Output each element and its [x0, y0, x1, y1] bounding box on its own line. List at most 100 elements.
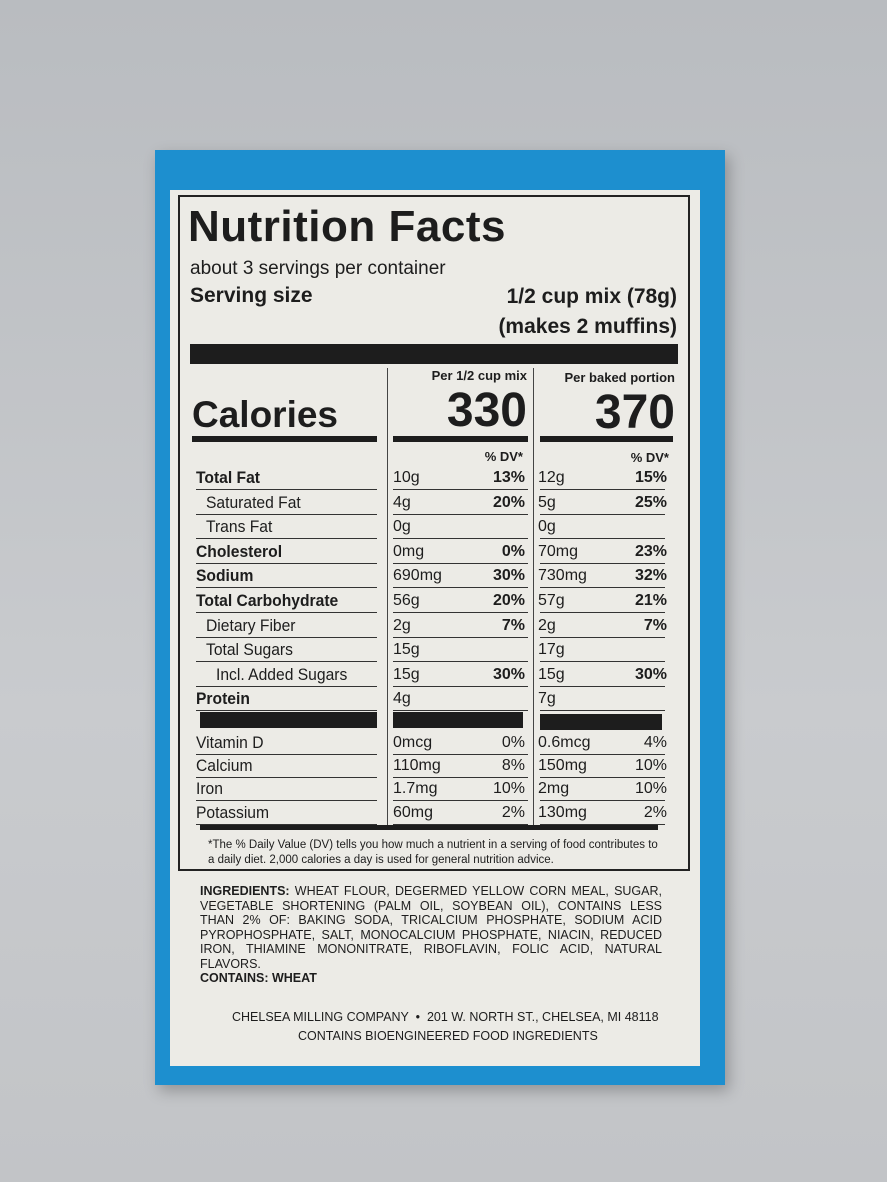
nutrient-name: Total Sugars: [206, 640, 293, 660]
column-divider: [533, 368, 534, 828]
column-header: Per 1/2 cup mix: [431, 368, 527, 383]
serving-size-label: Serving size: [190, 284, 313, 307]
nutrient-name: Total Carbohydrate: [196, 591, 339, 610]
dv-header: % DV*: [484, 449, 523, 464]
daily-value: 23%: [634, 542, 667, 560]
row-rule: [196, 612, 377, 613]
ingredients-text: WHEAT FLOUR, DEGERMED YELLOW CORN MEAL, …: [200, 884, 662, 971]
amount: 10g: [393, 469, 420, 486]
amount: 0mcg: [393, 734, 433, 751]
nutrient-name: Sodium: [196, 566, 254, 586]
bullet: •: [412, 1010, 424, 1024]
nutrient-name: Saturated Fat: [206, 492, 301, 512]
amount: 730mg: [538, 567, 587, 585]
daily-value: 2%: [643, 803, 667, 821]
row-rule: [540, 800, 665, 802]
row-rule: [540, 685, 665, 687]
daily-value: 0%: [501, 542, 525, 560]
nutrient-name: Incl. Added Sugars: [216, 664, 348, 684]
company-name: CHELSEA MILLING COMPANY: [232, 1010, 409, 1024]
amount: 12g: [538, 469, 565, 486]
row-rule: [196, 562, 377, 564]
daily-value: 30%: [634, 665, 667, 683]
row-rule: [196, 587, 377, 589]
daily-value: 7%: [501, 616, 525, 634]
daily-value: 30%: [492, 567, 525, 585]
row-rule: [540, 489, 665, 490]
daily-value: 20%: [492, 592, 525, 609]
row-rule: [393, 823, 528, 825]
rule: [200, 825, 658, 830]
amount: 7g: [538, 690, 556, 708]
calories-value: 370: [594, 386, 675, 439]
row-rule: [196, 489, 377, 490]
amount: 2g: [538, 616, 556, 634]
daily-value: 8%: [501, 757, 525, 775]
amount: 5g: [538, 493, 556, 511]
daily-value: 10%: [634, 780, 667, 798]
daily-value: 10%: [492, 780, 525, 798]
row-rule: [196, 754, 377, 755]
amount: 70mg: [538, 542, 579, 560]
row-rule: [393, 661, 528, 663]
amount: 60mg: [393, 803, 434, 821]
amount: 17g: [538, 641, 565, 659]
row-rule: [540, 754, 665, 755]
row-rule: [196, 777, 377, 779]
row-rule: [393, 612, 528, 613]
footnote: *The % Daily Value (DV) tells you how mu…: [208, 839, 658, 866]
row-rule: [540, 587, 665, 589]
row-rule: [540, 612, 665, 613]
row-rule: [540, 562, 665, 564]
row-rule: [393, 636, 528, 638]
serving-size-note: (makes 2 muffins): [498, 315, 677, 338]
bioengineered-note: CONTAINS BIOENGINEERED FOOD INGREDIENTS: [298, 1029, 598, 1043]
rule: [540, 436, 673, 442]
nutrient-name: Protein: [196, 689, 250, 709]
column-header: Per baked portion: [564, 370, 675, 385]
rule: [393, 436, 528, 442]
daily-value: 25%: [634, 493, 667, 511]
daily-value: 30%: [492, 665, 525, 683]
row-rule: [393, 489, 528, 490]
allergens: CONTAINS: WHEAT: [200, 971, 317, 985]
row-rule: [393, 538, 528, 540]
row-rule: [540, 710, 665, 712]
thick-rule: [200, 712, 377, 728]
row-rule: [393, 710, 528, 712]
calories-value: 330: [446, 384, 527, 437]
nutrient-name: Calcium: [196, 756, 253, 776]
company-address: 201 W. NORTH ST., CHELSEA, MI 48118: [426, 1010, 659, 1024]
row-rule: [196, 800, 377, 802]
nutrient-name: Total Fat: [196, 468, 261, 487]
nutrient-name: Potassium: [196, 802, 270, 822]
amount: 15g: [393, 665, 420, 683]
row-rule: [540, 636, 665, 638]
column-divider: [387, 368, 388, 828]
amount: 0g: [393, 518, 411, 536]
rule: [192, 436, 377, 442]
amount: 56g: [393, 592, 420, 609]
row-rule: [196, 538, 377, 540]
daily-value: 32%: [634, 567, 667, 585]
amount: 4g: [393, 690, 411, 708]
row-rule: [393, 587, 528, 589]
nutrient-name: Vitamin D: [196, 733, 264, 752]
nutrient-name: Trans Fat: [206, 517, 273, 537]
daily-value: 21%: [634, 592, 667, 609]
ingredients: INGREDIENTS: WHEAT FLOUR, DEGERMED YELLO…: [200, 884, 662, 986]
row-rule: [540, 823, 665, 825]
nutrition-label: [178, 195, 690, 871]
ingredients-label: INGREDIENTS:: [200, 884, 290, 898]
daily-value: 7%: [643, 616, 667, 634]
daily-value: 13%: [492, 469, 525, 486]
amount: 690mg: [393, 567, 442, 585]
thick-rule: [393, 712, 523, 728]
company-line: CHELSEA MILLING COMPANY • 201 W. NORTH S…: [232, 1011, 659, 1024]
amount: 2mg: [538, 780, 570, 798]
row-rule: [196, 710, 377, 712]
row-rule: [393, 777, 528, 779]
amount: 57g: [538, 592, 565, 609]
row-rule: [393, 513, 528, 515]
